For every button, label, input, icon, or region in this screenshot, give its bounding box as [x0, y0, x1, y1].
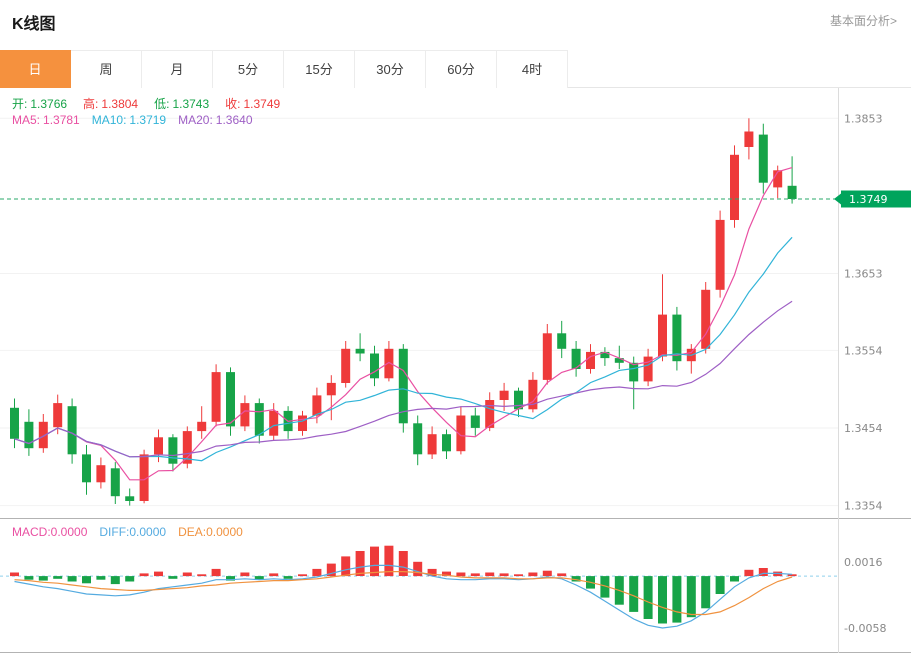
low-label: 低: [154, 97, 170, 111]
dea-label: DEA: [178, 525, 207, 539]
dea-info: DEA:0.0000 [178, 525, 243, 539]
chart-header: K线图 基本面分析> [0, 0, 911, 50]
svg-text:1.3749: 1.3749 [849, 193, 888, 206]
macd-info-row: MACD:0.0000 DIFF:0.0000 DEA:0.0000 [12, 525, 243, 539]
diff-value: 0.0000 [129, 525, 167, 539]
macd-info: MACD:0.0000 [12, 525, 87, 539]
open-info: 开: 1.3766 [12, 95, 67, 112]
close-value: 1.3749 [243, 97, 281, 111]
tab-week[interactable]: 周 [71, 50, 142, 88]
svg-text:1.3354: 1.3354 [844, 500, 883, 513]
ma10-info: MA10: 1.3719 [92, 113, 166, 127]
svg-text:-0.0058: -0.0058 [844, 622, 886, 635]
macd-value: 0.0000 [50, 525, 88, 539]
ma20-value: 1.3640 [215, 113, 253, 127]
low-info: 低: 1.3743 [154, 95, 209, 112]
ma-info-row: MA5: 1.3781 MA10: 1.3719 MA20: 1.3640 [12, 113, 253, 127]
tab-5min[interactable]: 5分 [213, 50, 284, 88]
ohlc-info-row: 开: 1.3766 高: 1.3804 低: 1.3743 收: 1.3749 [12, 95, 280, 112]
high-value: 1.3804 [101, 97, 139, 111]
tab-30min[interactable]: 30分 [355, 50, 426, 88]
diff-info: DIFF:0.0000 [99, 525, 166, 539]
dea-value: 0.0000 [206, 525, 243, 539]
candlestick-chart-canvas: 1.3853 1.3653 1.3554 1.3454 1.3354 0.0016 -0.0… [0, 88, 911, 653]
svg-text:1.3653: 1.3653 [844, 268, 883, 281]
ma10-label: MA10: [91, 113, 127, 127]
high-info: 高: 1.3804 [83, 95, 138, 112]
tab-day[interactable]: 日 [0, 50, 71, 88]
ma5-value: 1.3781 [43, 113, 80, 127]
close-label: 收: [225, 97, 241, 111]
fundamental-analysis-link[interactable]: 基本面分析> [829, 14, 897, 28]
ma20-label: MA20: [178, 113, 213, 127]
high-label: 高: [83, 97, 99, 111]
tab-15min[interactable]: 15分 [284, 50, 355, 88]
svg-text:1.3554: 1.3554 [844, 344, 883, 357]
interval-tab-bar: 日 周 月 5分 15分 30分 60分 4时 [0, 50, 911, 88]
open-value: 1.3766 [30, 97, 68, 111]
ma10-value: 1.3719 [129, 113, 167, 127]
macd-label: MACD: [12, 525, 51, 539]
close-info: 收: 1.3749 [225, 95, 280, 112]
ma5-info: MA5: 1.3781 [12, 113, 80, 127]
open-label: 开: [12, 97, 28, 111]
svg-text:1.3454: 1.3454 [844, 422, 883, 435]
svg-text:0.0016: 0.0016 [844, 556, 883, 569]
page-title: K线图 [12, 16, 56, 33]
tab-60min[interactable]: 60分 [426, 50, 497, 88]
ma5-label: MA5: [12, 113, 41, 127]
ma20-info: MA20: 1.3640 [178, 113, 252, 127]
chart-area: 1.3853 1.3653 1.3554 1.3454 1.3354 0.0016 -0.0… [0, 88, 911, 653]
svg-text:1.3853: 1.3853 [844, 112, 883, 125]
tab-month[interactable]: 月 [142, 50, 213, 88]
diff-label: DIFF: [99, 525, 130, 539]
low-value: 1.3743 [172, 97, 210, 111]
tab-4hour[interactable]: 4时 [497, 50, 568, 88]
